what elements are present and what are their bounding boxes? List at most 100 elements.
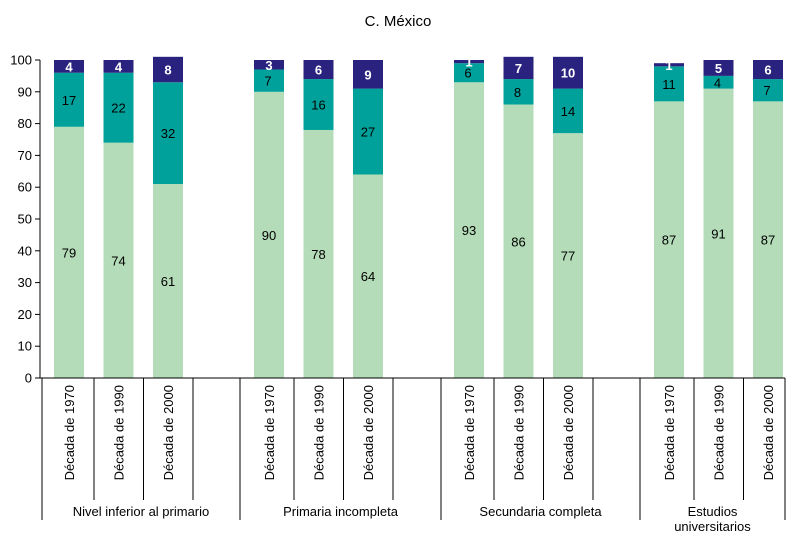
y-tick-label: 100: [10, 53, 32, 68]
x-category-label: Década de 1990: [312, 385, 327, 480]
x-group-label: Secundaria completa: [479, 504, 602, 519]
bar-value-label: 87: [662, 233, 676, 248]
x-category-label: Década de 1970: [62, 385, 77, 480]
x-group-label: Estudios universitarios: [674, 504, 751, 534]
bar-segment: [654, 66, 684, 102]
bar-value-label: 7: [515, 61, 522, 76]
bar-value-label: 4: [115, 59, 123, 74]
x-axis: Década de 1970 Década de 1990 Década de 20…: [40, 377, 786, 534]
bar-value-label: 79: [62, 245, 76, 260]
y-tick-label: 20: [18, 307, 32, 322]
bar-segment: [254, 91, 284, 379]
bar-value-label: 1: [665, 58, 672, 73]
bar-value-label: 9: [364, 67, 371, 82]
bar-value-label: 17: [62, 93, 76, 108]
bar-value-label: 6: [315, 63, 322, 78]
y-tick-label: 10: [18, 339, 32, 354]
bar-segment: [753, 101, 783, 378]
bar-value-label: 7: [763, 83, 770, 98]
bar-segment: [153, 56, 183, 83]
bar-segment: [654, 101, 684, 378]
bar-value-label: 78: [311, 247, 325, 262]
x-category-label: Década de 2000: [761, 385, 776, 480]
bar-value-label: 1: [465, 55, 472, 70]
bar-value-label: 91: [711, 226, 725, 241]
y-axis: 0 10 20 30 40 50 60 70 80 90 100: [10, 53, 41, 386]
bar-segment: [503, 104, 534, 379]
bar-segment: [353, 174, 383, 378]
bar-segment: [454, 63, 484, 83]
bar-segment: [103, 60, 134, 73]
bar-segment: [153, 184, 183, 378]
bar-segment: [703, 60, 734, 76]
x-category-label: Década de 1970: [262, 385, 277, 480]
bar-value-label: 22: [111, 101, 125, 116]
bar-value-label: 10: [561, 66, 575, 81]
bar-value-label: 93: [462, 223, 476, 238]
x-group-label: Primaria incompleta: [283, 504, 399, 519]
x-category-label: Década de 2000: [361, 385, 376, 480]
y-tick-label: 40: [18, 243, 32, 258]
bar-segment: [353, 88, 383, 175]
bar-value-label: 86: [511, 234, 525, 249]
bar-segment: [303, 129, 334, 378]
bar-value-label: 27: [361, 125, 375, 140]
chart-title: C. México: [365, 13, 432, 30]
y-tick-label: 30: [18, 275, 32, 290]
bar-segment: [103, 72, 134, 143]
bar-segment: [654, 63, 684, 67]
bar-segment: [503, 56, 534, 80]
bar-value-label: 4: [714, 75, 721, 90]
bar-value-label: 8: [514, 85, 521, 100]
bar-segment: [553, 88, 583, 134]
bar-value-label: 7: [264, 74, 271, 89]
bar-value-label: 87: [761, 233, 775, 248]
bar-segment: [703, 75, 734, 89]
bar-value-label: 32: [161, 126, 175, 141]
bar-segment: [454, 82, 484, 378]
x-category-label: Década de 1990: [512, 385, 527, 480]
bar-value-label: 3: [265, 58, 272, 73]
x-category-label: Década de 1970: [662, 385, 677, 480]
y-tick-label: 0: [25, 371, 32, 386]
x-group-label: Nivel inferior al primario: [73, 504, 210, 519]
bar-value-label: 64: [361, 269, 375, 284]
bar-segment: [703, 88, 734, 379]
bar-segment: [303, 60, 334, 80]
bar-segment: [753, 79, 783, 102]
bar-segment: [553, 133, 583, 378]
bar-segment: [54, 60, 84, 73]
bar-value-label: 90: [262, 228, 276, 243]
bar-segment: [54, 72, 84, 127]
bar-segment: [54, 126, 84, 378]
bar-segment: [303, 79, 334, 130]
y-tick-label: 70: [18, 148, 32, 163]
bar-value-label: 8: [164, 63, 171, 78]
bar-value-label: 4: [65, 59, 73, 74]
bar-value-label: 77: [561, 249, 575, 264]
bar-value-label: 61: [161, 274, 175, 289]
x-category-label: Década de 1990: [112, 385, 127, 480]
bar-segment: [753, 60, 783, 80]
bar-value-label: 14: [561, 104, 575, 119]
bar-segment: [254, 69, 284, 92]
y-tick-label: 60: [18, 180, 32, 195]
y-tick-label: 90: [18, 84, 32, 99]
bar-segment: [553, 56, 583, 89]
bar-value-label: 16: [311, 98, 325, 113]
bar-segment: [454, 60, 484, 64]
bar-value-label: 11: [662, 77, 676, 92]
bar-value-label: 6: [764, 63, 771, 78]
bar-segment: [503, 79, 534, 105]
y-tick-label: 80: [18, 116, 32, 131]
bar-value-label: 6: [464, 66, 471, 81]
bars: 7917474224613289073781666427993618687771…: [54, 55, 783, 379]
bar-segment: [254, 60, 284, 70]
x-category-label: Década de 2000: [161, 385, 176, 480]
x-category-label: Década de 2000: [561, 385, 576, 480]
bar-segment: [103, 142, 134, 378]
y-tick-label: 50: [18, 212, 32, 227]
bar-value-label: 5: [715, 61, 722, 76]
bar-segment: [353, 60, 383, 89]
